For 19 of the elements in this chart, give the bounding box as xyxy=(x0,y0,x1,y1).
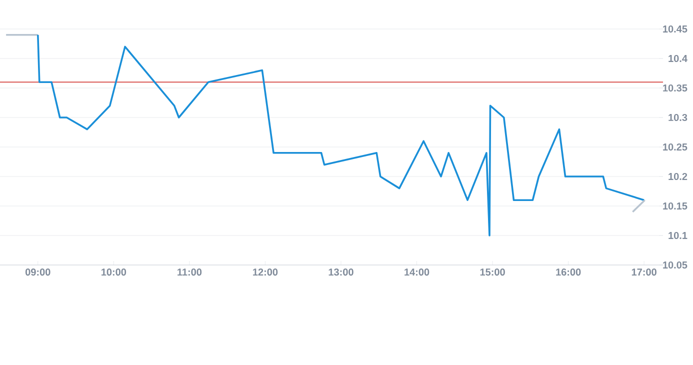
y-tick-label: 10.35 xyxy=(663,84,688,92)
x-tick-label: 11:00 xyxy=(178,268,202,276)
y-tick-label: 10.05 xyxy=(663,261,688,269)
x-tick-label: 10:00 xyxy=(102,268,126,276)
line-series xyxy=(36,34,645,236)
y-tick-label: 10.25 xyxy=(663,143,688,151)
x-tick-label: 17:00 xyxy=(632,268,656,276)
x-tick-label: 14:00 xyxy=(404,268,430,276)
y-tick-label: 10.3 xyxy=(668,114,688,122)
x-tick-label: 15:00 xyxy=(480,268,505,276)
y-tick-label: 10.1 xyxy=(668,232,688,240)
y-tick-label: 10.15 xyxy=(663,202,688,210)
x-tick-label: 12:00 xyxy=(253,268,278,276)
x-tick-label: 16:00 xyxy=(556,268,581,276)
y-tick-label: 10.4 xyxy=(668,54,688,62)
x-tick-label: 13:00 xyxy=(328,268,354,276)
y-tick-label: 10.2 xyxy=(668,172,688,180)
y-tick-label: 10.45 xyxy=(663,25,688,33)
x-tick-label: 09:00 xyxy=(25,268,50,276)
